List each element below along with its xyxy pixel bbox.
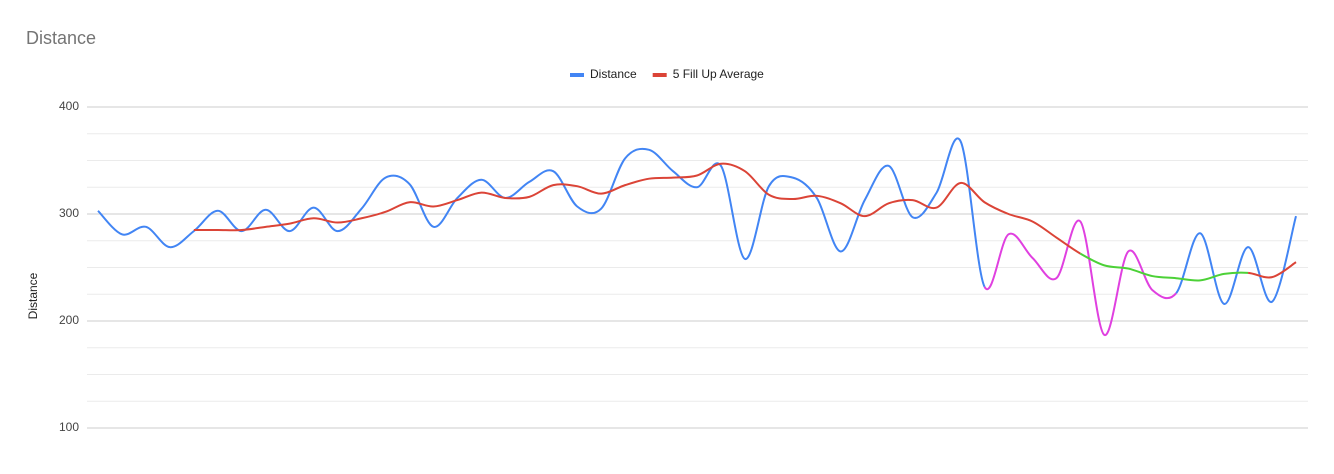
y-tick-label: 400 (59, 99, 79, 113)
legend-label: 5 Fill Up Average (673, 67, 764, 81)
y-tick-label: 200 (59, 313, 79, 327)
legend: Distance 5 Fill Up Average (570, 67, 764, 81)
legend-label: Distance (590, 67, 637, 81)
series-line (193, 162, 1081, 255)
series-line (1247, 261, 1297, 279)
series-line (1079, 252, 1249, 282)
y-axis-label: Distance (26, 272, 40, 319)
series-line (1175, 215, 1297, 305)
y-tick-label: 100 (59, 420, 79, 434)
chart-title: Distance (26, 28, 96, 48)
series-line (983, 219, 1177, 336)
series-line (97, 137, 986, 288)
y-tick-label: 300 (59, 206, 79, 220)
